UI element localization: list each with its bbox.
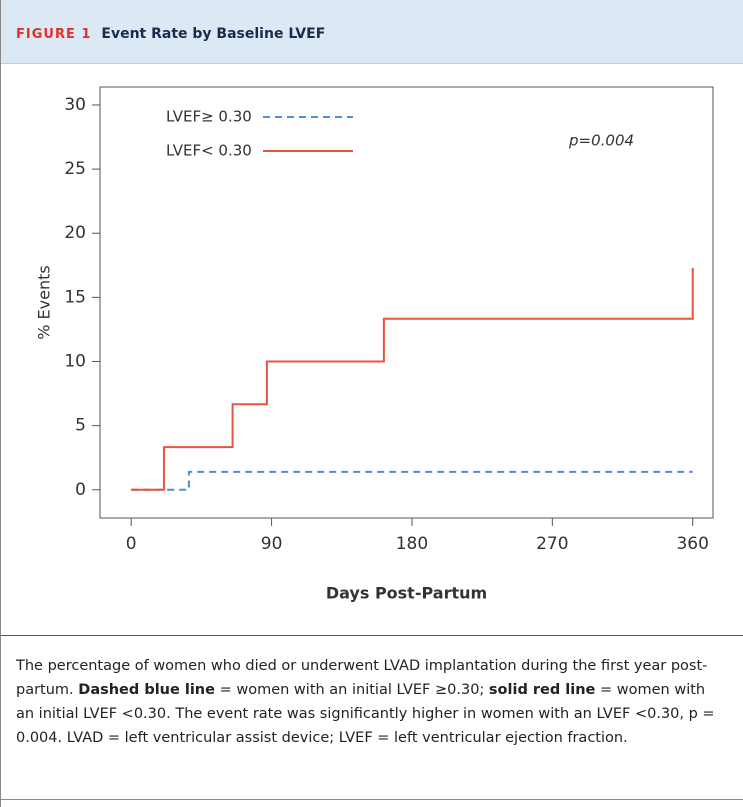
- y-tick-label: 5: [75, 416, 86, 436]
- chart: 0 90 180 270 360 0 5 10 15 20 25 30 Days Post-Partum…: [35, 86, 714, 603]
- y-tick-label: 0: [75, 480, 86, 500]
- figure-header: FIGURE 1 Event Rate by Baseline LVEF: [1, 0, 743, 64]
- y-tick-label: 10: [64, 352, 86, 372]
- x-tick-label: 90: [261, 534, 283, 554]
- caption: The percentage of women who died or unde…: [1, 635, 743, 800]
- y-tick-label: 20: [64, 223, 86, 243]
- y-tick-label: 30: [64, 95, 86, 115]
- caption-bold: Dashed blue line: [78, 682, 215, 698]
- series-line: [131, 470, 693, 491]
- caption-text: = women with an initial LVEF <0.30. The …: [16, 682, 715, 746]
- x-tick-label: 180: [396, 534, 428, 554]
- annotation: p=0.004: [568, 132, 634, 150]
- figure-title: Event Rate by Baseline LVEF: [101, 26, 326, 42]
- y-axis-label: % Events: [35, 265, 54, 339]
- plot-frame: [99, 86, 714, 519]
- y-tick-label: 15: [64, 287, 86, 307]
- caption-bold: solid red line: [488, 682, 596, 698]
- legend-label: LVEF≥ 0.30: [166, 108, 252, 126]
- series-line: [131, 267, 694, 491]
- y-tick-label: 25: [64, 159, 86, 179]
- legend-label: LVEF< 0.30: [166, 142, 252, 160]
- caption-text: The percentage of women who died or unde…: [16, 658, 708, 698]
- caption-text: = women with an initial LVEF ≥0.30;: [214, 682, 489, 698]
- x-tick-label: 0: [126, 534, 137, 554]
- x-axis-label: Days Post-Partum: [326, 584, 487, 603]
- figure-label: FIGURE 1: [16, 27, 92, 42]
- x-tick-label: 270: [536, 534, 568, 554]
- x-tick-label: 360: [676, 534, 708, 554]
